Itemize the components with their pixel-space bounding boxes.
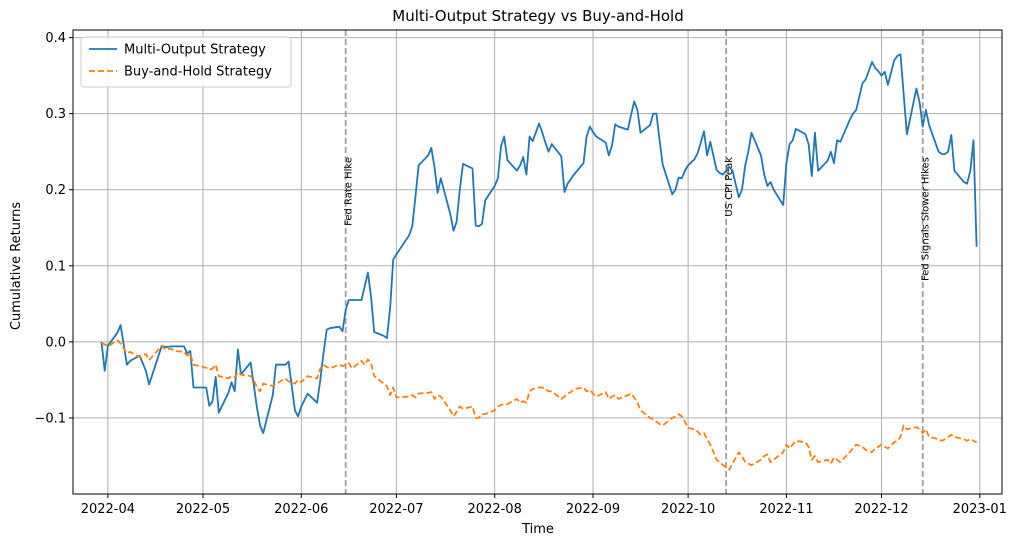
- legend-label-1: Multi-Output Strategy: [124, 43, 266, 58]
- y-tick-label: 0.0: [45, 335, 66, 350]
- series-line-2: [101, 339, 977, 471]
- y-tick-label: 0.2: [45, 183, 66, 198]
- y-axis: −0.1 0.0 0.1 0.2 0.3 0.4: [34, 31, 73, 426]
- x-tick-label: 2022-12: [854, 502, 908, 517]
- event-label: US CPI Peak: [724, 157, 735, 217]
- plot-frame: [72, 29, 1003, 495]
- y-tick-label: 0.3: [45, 107, 66, 122]
- legend-box: [80, 36, 292, 88]
- chart-title: Multi-Output Strategy vs Buy-and-Hold: [392, 7, 683, 25]
- x-tick-label: 2023-01: [953, 502, 1007, 517]
- x-axis: 2022-04 2022-05 2022-06 2022-07 2022-08 2022-…: [81, 494, 1007, 517]
- x-tick-label: 2022-05: [176, 502, 230, 517]
- legend: Multi-Output Strategy Buy-and-Hold Strate…: [80, 36, 292, 88]
- y-tick-label: −0.1: [34, 411, 66, 426]
- x-tick-label: 2022-08: [468, 502, 522, 517]
- event-label: Fed Rate Hike: [344, 157, 355, 226]
- x-tick-label: 2022-09: [566, 502, 620, 517]
- x-tick-label: 2022-06: [274, 502, 328, 517]
- event-markers: Fed Rate Hike US CPI Peak Fed Signals Slow…: [344, 30, 932, 494]
- x-tick-label: 2022-04: [81, 502, 135, 517]
- x-tick-label: 2022-07: [369, 502, 423, 517]
- legend-label-2: Buy-and-Hold Strategy: [124, 65, 272, 80]
- y-axis-label: Cumulative Returns: [9, 202, 24, 330]
- series-layer: [100, 53, 978, 471]
- y-tick-label: 0.4: [45, 31, 66, 46]
- y-tick-label: 0.1: [45, 259, 66, 274]
- x-axis-label: Time: [521, 522, 554, 537]
- series-line-1: [100, 53, 978, 434]
- x-tick-label: 2022-10: [661, 502, 715, 517]
- x-tick-label: 2022-11: [759, 502, 813, 517]
- event-label: Fed Signals Slower Hikes: [921, 157, 932, 281]
